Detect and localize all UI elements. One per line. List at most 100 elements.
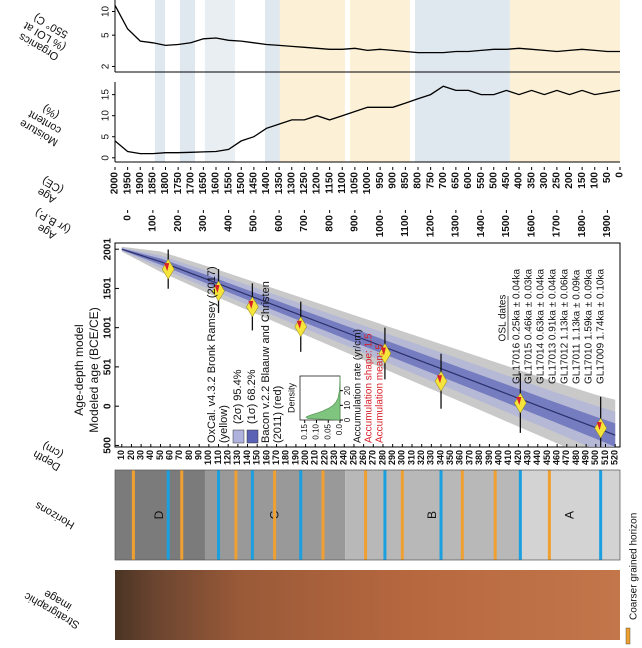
x-tick-label: 300	[198, 215, 209, 232]
legend-swatch	[625, 627, 631, 645]
x-tick-label: 40	[145, 450, 155, 460]
x-tick-label: 700	[299, 215, 310, 232]
oxcal-point	[212, 280, 225, 302]
x-tick-label: 350	[526, 172, 537, 189]
x-tick-label: 800	[413, 172, 424, 189]
x-tick-label: 230	[329, 450, 339, 465]
coarse-horizon	[364, 470, 368, 560]
x-tick-label: 380	[474, 450, 484, 465]
sample-position	[518, 470, 522, 560]
y-tick-label: 2	[101, 63, 112, 69]
x-tick-label: 330	[426, 450, 436, 465]
x-tick-label: 0	[615, 172, 626, 178]
stratigraphic-image	[115, 570, 620, 640]
x-tick-label: 60	[165, 450, 175, 460]
coarse-horizon	[460, 470, 464, 560]
x-tick-label: 650	[451, 172, 462, 189]
y-tick-label: 0	[101, 155, 112, 161]
inset-y-tick-label: 0.10	[312, 423, 321, 439]
coarse-horizon	[234, 470, 238, 560]
x-tick-label: 120	[223, 450, 233, 465]
legend-swatch	[246, 429, 259, 444]
x-tick-label: 220	[319, 450, 329, 465]
x-tick-label: 250	[348, 450, 358, 465]
bacon-point	[248, 300, 254, 309]
sample-position	[166, 470, 170, 560]
x-tick-label: 1250	[299, 172, 310, 195]
confidence-band	[121, 248, 616, 447]
x-tick-label: 1800	[577, 215, 588, 238]
x-tick-label: 490	[581, 450, 591, 465]
y-tick-label: 1501	[103, 277, 114, 300]
x-tick-label: 1600	[526, 215, 537, 238]
y-tick-label: 501	[103, 358, 114, 375]
x-tick-label: 410	[503, 450, 513, 465]
x-tick-label: 2000	[110, 172, 121, 195]
x-tick-label: 1750	[173, 172, 184, 195]
osl-label: GL17016 0.25ka ± 0.04ka	[512, 269, 523, 384]
horizon-unit	[345, 470, 521, 560]
x-tick-label: 1850	[148, 172, 159, 195]
coarse-horizon	[321, 470, 325, 560]
y-tick-label: 2001	[103, 238, 114, 261]
x-tick-label: 300	[539, 172, 550, 189]
inset-y-tick-label: 0.15	[300, 423, 309, 439]
inset-y-tick-label: 0.05	[323, 423, 332, 439]
x-tick-label: 1400	[476, 215, 487, 238]
x-tick-label: 270	[368, 450, 378, 465]
osl-title: OSL dates	[498, 295, 509, 342]
x-tick-label: 10	[116, 450, 126, 460]
bacon-point	[596, 422, 602, 431]
x-tick-label: 900	[350, 215, 361, 232]
median-line	[121, 248, 616, 436]
x-tick-label: 700	[438, 172, 449, 189]
chart-title: Age-depth model	[72, 324, 86, 415]
x-tick-label: 310	[406, 450, 416, 465]
age-band	[154, 0, 165, 162]
bacon-point	[164, 263, 170, 272]
x-tick-label: 100	[203, 450, 213, 465]
osl-label: GL17009 1.74ka ± 0.10ka	[596, 269, 607, 384]
x-tick-label: 500	[488, 172, 499, 189]
y-tick-label: 5	[101, 134, 112, 140]
legend-swatch	[232, 429, 245, 444]
y-tick-label: 10	[101, 5, 112, 17]
x-tick-label: 250	[552, 172, 563, 189]
horizon-label: D	[152, 510, 166, 519]
inset-x-tick-label: 20	[343, 386, 352, 395]
oxcal-point	[514, 392, 527, 414]
x-tick-label: 200	[300, 450, 310, 465]
osl-label: GL17015 0.46ka ± 0.03ka	[524, 269, 535, 384]
coarse-horizon	[131, 470, 135, 560]
x-tick-label: 290	[387, 450, 397, 465]
x-tick-label: 200	[564, 172, 575, 189]
x-tick-label: 360	[455, 450, 465, 465]
x-tick-label: 1150	[324, 172, 335, 194]
x-tick-label: 190	[290, 450, 300, 465]
x-tick-label: 550	[476, 172, 487, 189]
age-band	[264, 0, 280, 162]
x-tick-label: 600	[463, 172, 474, 189]
density-curve	[305, 375, 341, 421]
bacon-point	[516, 397, 522, 406]
sample-position	[383, 470, 387, 560]
x-tick-label: 340	[435, 450, 445, 465]
age-band	[414, 0, 510, 162]
osl-label: GL17010 1.59ka ± 0.09ka	[584, 269, 595, 384]
bacon-point	[296, 320, 302, 329]
y-tick-label: 1001	[103, 316, 114, 339]
axis-title: Horizons	[33, 499, 77, 531]
y-tick-label: 5	[101, 32, 112, 38]
x-tick-label: 390	[484, 450, 494, 465]
x-tick-label: 1350	[274, 172, 285, 195]
x-tick-label: 850	[400, 172, 411, 189]
x-tick-label: 370	[464, 450, 474, 465]
coarse-horizon	[180, 470, 184, 560]
horizon-unit	[115, 470, 205, 560]
sample-position	[299, 470, 303, 560]
y-tick-label: 500	[103, 437, 114, 454]
x-tick-label: 110	[213, 450, 223, 465]
age-band	[509, 0, 620, 162]
